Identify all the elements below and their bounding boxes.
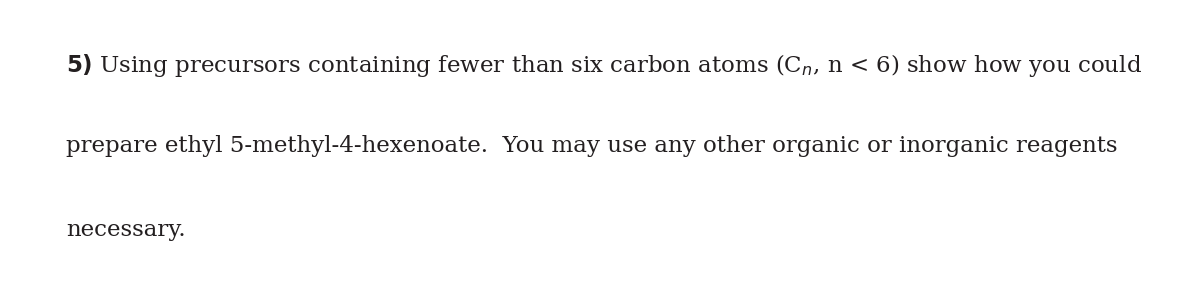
- Text: $\mathbf{5)}$ Using precursors containing fewer than six carbon atoms (C$_n$, n : $\mathbf{5)}$ Using precursors containin…: [66, 52, 1142, 79]
- Text: necessary.: necessary.: [66, 219, 186, 241]
- Text: prepare ethyl 5-methyl-4-hexenoate.  You may use any other organic or inorganic : prepare ethyl 5-methyl-4-hexenoate. You …: [66, 135, 1117, 157]
